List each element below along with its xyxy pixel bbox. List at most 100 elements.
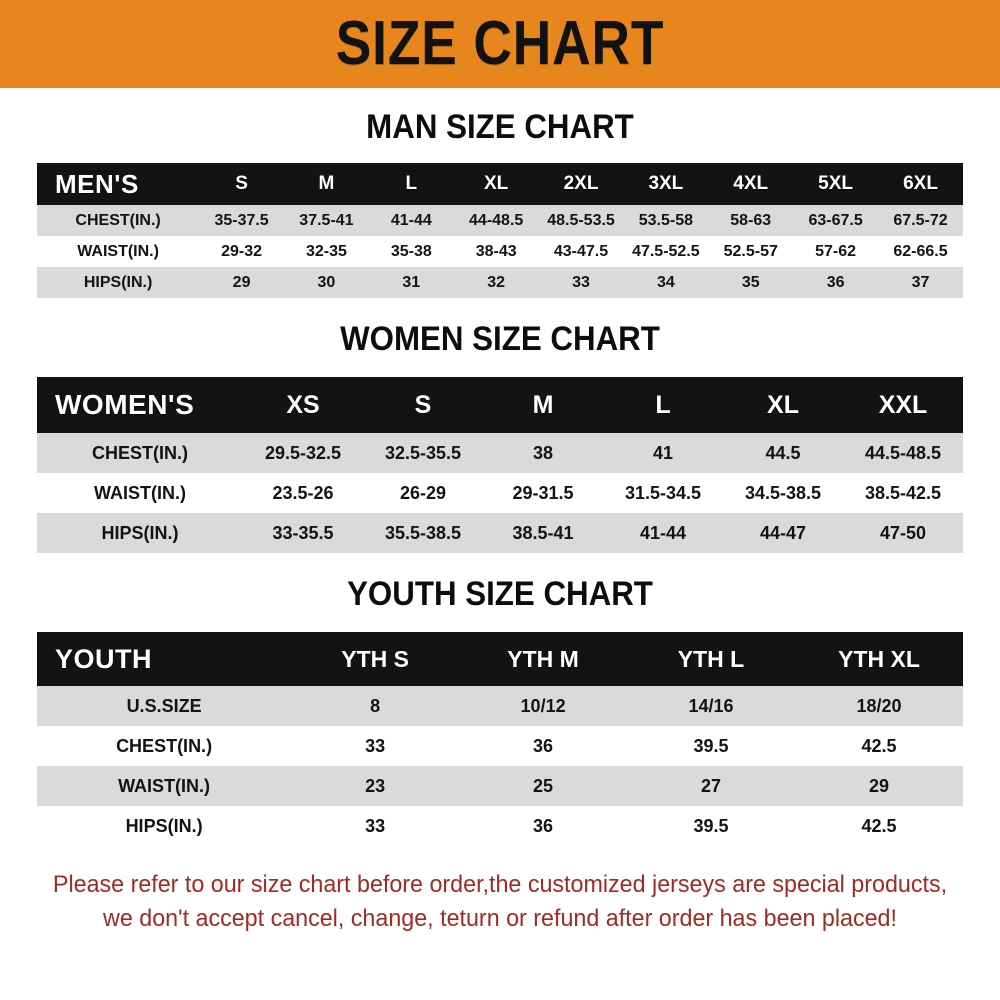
- table-row: CHEST(IN.) 33 36 39.5 42.5: [37, 726, 963, 766]
- youth-waist-l: 27: [627, 766, 795, 806]
- table-row: HIPS(IN.) 33-35.5 35.5-38.5 38.5-41 41-4…: [37, 513, 963, 553]
- men-chest-5xl: 63-67.5: [793, 205, 879, 236]
- women-hips-xxl: 47-50: [843, 513, 963, 553]
- footer-disclaimer: Please refer to our size chart before or…: [39, 846, 961, 936]
- men-size-header-5xl: 5XL: [793, 163, 879, 205]
- women-waist-m: 29-31.5: [483, 473, 603, 513]
- men-chest-3xl: 53.5-58: [623, 205, 709, 236]
- youth-row-label-chest: CHEST(IN.): [37, 726, 292, 766]
- youth-waist-m: 25: [459, 766, 628, 806]
- men-waist-2xl: 43-47.5: [538, 236, 624, 267]
- youth-category-label: YOUTH: [37, 632, 292, 686]
- men-chest-4xl: 58-63: [708, 205, 794, 236]
- men-waist-5xl: 57-62: [793, 236, 879, 267]
- youth-us-size-s: 8: [291, 686, 460, 726]
- youth-hips-xl: 42.5: [795, 806, 963, 846]
- men-hips-xl: 32: [453, 267, 539, 298]
- men-hips-4xl: 35: [708, 267, 794, 298]
- women-size-header-xs: XS: [243, 377, 363, 433]
- youth-waist-s: 23: [291, 766, 460, 806]
- men-size-header-s: S: [199, 163, 284, 205]
- men-waist-s: 29-32: [199, 236, 284, 267]
- men-section-title: MAN SIZE CHART: [366, 108, 634, 146]
- youth-size-header-s: YTH S: [291, 632, 460, 686]
- women-hips-xl: 44-47: [723, 513, 843, 553]
- youth-us-size-xl: 18/20: [795, 686, 963, 726]
- men-row-label-chest: CHEST(IN.): [37, 205, 200, 236]
- men-waist-l: 35-38: [368, 236, 454, 267]
- men-chest-l: 41-44: [368, 205, 454, 236]
- men-waist-3xl: 47.5-52.5: [623, 236, 709, 267]
- women-row-label-hips: HIPS(IN.): [37, 513, 243, 553]
- men-hips-2xl: 33: [538, 267, 624, 298]
- men-size-header-4xl: 4XL: [708, 163, 794, 205]
- youth-chest-s: 33: [291, 726, 460, 766]
- women-size-table: WOMEN'S XS S M L XL XXL CHEST(IN.) 29.5-…: [37, 377, 963, 553]
- men-row-label-waist: WAIST(IN.): [37, 236, 200, 267]
- women-chest-xl: 44.5: [723, 433, 843, 473]
- women-size-header-m: M: [483, 377, 603, 433]
- youth-row-label-us-size: U.S.SIZE: [37, 686, 292, 726]
- banner-title: SIZE CHART: [335, 9, 665, 78]
- youth-size-table: YOUTH YTH S YTH M YTH L YTH XL U.S.SIZE …: [37, 632, 963, 846]
- men-chest-s: 35-37.5: [199, 205, 284, 236]
- women-size-header-s: S: [363, 377, 483, 433]
- men-size-header-6xl: 6XL: [878, 163, 963, 205]
- youth-section-title: YOUTH SIZE CHART: [347, 575, 653, 613]
- men-hips-6xl: 37: [878, 267, 963, 298]
- women-chest-m: 38: [483, 433, 603, 473]
- table-row: CHEST(IN.) 29.5-32.5 32.5-35.5 38 41 44.…: [37, 433, 963, 473]
- table-row: HIPS(IN.) 29 30 31 32 33 34 35 36 37: [37, 267, 963, 298]
- men-category-label: MEN'S: [37, 163, 200, 205]
- women-chest-l: 41: [603, 433, 723, 473]
- women-waist-xl: 34.5-38.5: [723, 473, 843, 513]
- youth-table-header-row: YOUTH YTH S YTH M YTH L YTH XL: [37, 632, 963, 686]
- youth-chest-l: 39.5: [627, 726, 795, 766]
- youth-hips-l: 39.5: [627, 806, 795, 846]
- women-table-header-row: WOMEN'S XS S M L XL XXL: [37, 377, 963, 433]
- men-size-header-3xl: 3XL: [623, 163, 709, 205]
- women-waist-l: 31.5-34.5: [603, 473, 723, 513]
- men-hips-3xl: 34: [623, 267, 709, 298]
- women-hips-xs: 33-35.5: [243, 513, 363, 553]
- table-row: U.S.SIZE 8 10/12 14/16 18/20: [37, 686, 963, 726]
- men-waist-4xl: 52.5-57: [708, 236, 794, 267]
- table-row: WAIST(IN.) 23 25 27 29: [37, 766, 963, 806]
- women-chest-xxl: 44.5-48.5: [843, 433, 963, 473]
- women-size-header-xl: XL: [723, 377, 843, 433]
- table-row: CHEST(IN.) 35-37.5 37.5-41 41-44 44-48.5…: [37, 205, 963, 236]
- men-size-table: MEN'S S M L XL 2XL 3XL 4XL 5XL 6XL CHEST…: [37, 163, 963, 298]
- table-row: HIPS(IN.) 33 36 39.5 42.5: [37, 806, 963, 846]
- youth-us-size-l: 14/16: [627, 686, 795, 726]
- youth-size-header-xl: YTH XL: [795, 632, 963, 686]
- youth-hips-m: 36: [459, 806, 628, 846]
- men-size-header-l: L: [368, 163, 454, 205]
- men-chest-6xl: 67.5-72: [878, 205, 963, 236]
- men-size-header-xl: XL: [453, 163, 539, 205]
- women-size-header-l: L: [603, 377, 723, 433]
- men-hips-s: 29: [199, 267, 284, 298]
- men-size-header-m: M: [284, 163, 369, 205]
- footer-line-1: Please refer to our size chart before or…: [52, 871, 948, 898]
- youth-us-size-m: 10/12: [459, 686, 628, 726]
- women-waist-xxl: 38.5-42.5: [843, 473, 963, 513]
- women-category-label: WOMEN'S: [37, 377, 243, 433]
- men-waist-m: 32-35: [284, 236, 369, 267]
- women-row-label-waist: WAIST(IN.): [37, 473, 243, 513]
- youth-waist-xl: 29: [795, 766, 963, 806]
- women-hips-l: 41-44: [603, 513, 723, 553]
- table-row: WAIST(IN.) 29-32 32-35 35-38 38-43 43-47…: [37, 236, 963, 267]
- men-table-header-row: MEN'S S M L XL 2XL 3XL 4XL 5XL 6XL: [37, 163, 963, 205]
- banner: SIZE CHART: [0, 0, 1000, 88]
- men-waist-xl: 38-43: [453, 236, 539, 267]
- men-waist-6xl: 62-66.5: [878, 236, 963, 267]
- youth-row-label-hips: HIPS(IN.): [37, 806, 292, 846]
- women-hips-m: 38.5-41: [483, 513, 603, 553]
- youth-row-label-waist: WAIST(IN.): [37, 766, 292, 806]
- women-waist-s: 26-29: [363, 473, 483, 513]
- footer-line-2: we don't accept cancel, change, teturn o…: [103, 905, 897, 932]
- youth-chest-m: 36: [459, 726, 628, 766]
- youth-hips-s: 33: [291, 806, 460, 846]
- women-hips-s: 35.5-38.5: [363, 513, 483, 553]
